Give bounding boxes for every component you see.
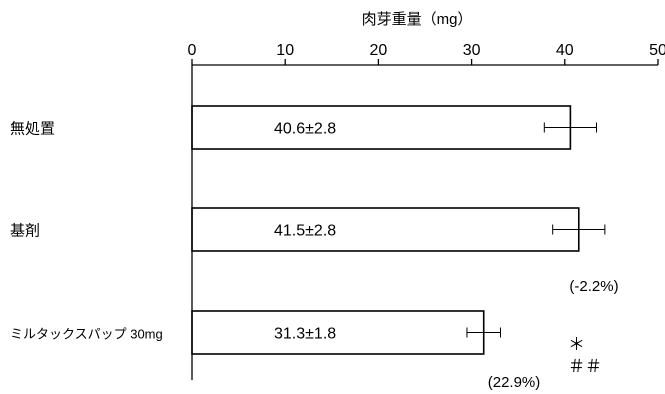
category-label: ミルタックスパップ 30mg [10,327,163,342]
error-bar [466,327,501,338]
x-tick-label: 30 [463,42,481,59]
x-axis-ticks: 0 10 20 30 40 50 [188,42,665,65]
x-tick-label: 50 [649,42,665,59]
x-tick-label: 20 [370,42,388,59]
annotations: (-2.2%) (22.9%) ＊＃＃ [488,278,619,391]
percent-change-label: (22.9%) [488,374,541,391]
x-tick-label: 10 [276,42,294,59]
axis-title: 肉芽重量（mg） [362,11,473,28]
bar-value-label: 31.3±1.8 [274,326,336,343]
axes [191,64,658,380]
bar-value-label: 40.6±2.8 [274,121,336,138]
significance-marker: ＊＃＃ [568,335,602,376]
category-label: 基剤 [10,223,40,240]
bars: 40.6±2.8 41.5±2.8 31.3±1.8 [191,105,606,355]
error-bar [543,122,597,133]
category-label: 無処置 [10,121,55,138]
bar-value-label: 41.5±2.8 [274,223,336,240]
x-tick-label: 0 [188,42,197,59]
x-tick-label: 40 [556,42,574,59]
bar [191,105,572,150]
bar [191,207,580,252]
bar [191,310,485,355]
percent-change-label: (-2.2%) [569,278,618,295]
error-bar [552,224,606,235]
